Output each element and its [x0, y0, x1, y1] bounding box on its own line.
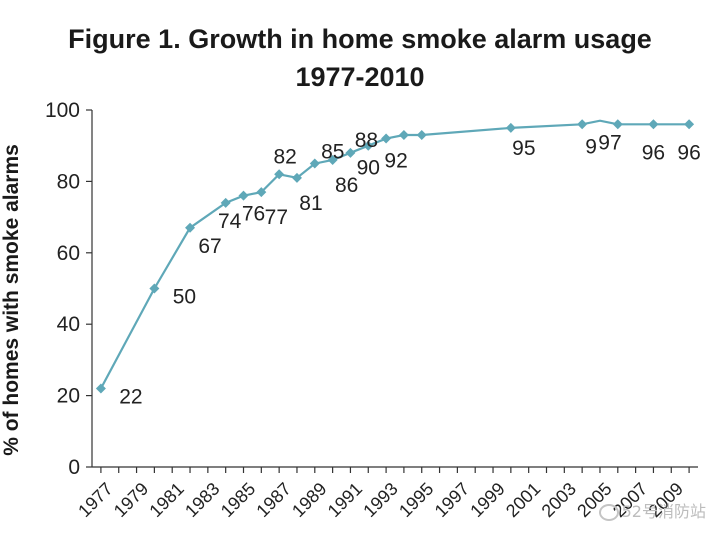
data-label: 74 — [218, 210, 242, 233]
data-label: 92 — [384, 150, 407, 173]
x-tick-label: 1989 — [288, 479, 330, 521]
y-tick-label: 100 — [45, 99, 80, 122]
data-point — [309, 158, 320, 169]
x-tick-label: 2001 — [502, 479, 544, 521]
data-label: 88 — [355, 129, 378, 152]
data-point — [327, 154, 338, 165]
x-tick-label: 1993 — [359, 479, 401, 521]
watermark-text: 52号消防站 — [621, 502, 706, 521]
data-label: 67 — [198, 235, 221, 258]
data-label: 82 — [273, 145, 296, 168]
x-tick-label: 1981 — [145, 479, 187, 521]
data-label: 86 — [335, 174, 358, 197]
data-label: 9 — [585, 135, 597, 158]
data-label: 85 — [321, 141, 344, 164]
data-point — [398, 129, 409, 140]
data-point — [238, 190, 249, 201]
y-tick-label: 60 — [57, 242, 80, 265]
data-point — [274, 169, 285, 180]
x-tick-label: 1977 — [74, 479, 116, 521]
x-tick-label: 1999 — [466, 479, 508, 521]
watermark: 52号消防站 — [598, 498, 706, 522]
data-label: 96 — [677, 141, 700, 164]
y-axis-ticks: 0 20 40 60 80 100 — [45, 99, 92, 479]
data-point — [684, 119, 695, 130]
data-point — [95, 383, 106, 394]
data-label: 97 — [598, 132, 621, 155]
data-point — [381, 133, 392, 144]
data-label: 77 — [265, 206, 288, 229]
data-label: 22 — [119, 385, 142, 408]
data-point — [612, 119, 623, 130]
y-tick-label: 80 — [57, 170, 80, 193]
data-label: 90 — [357, 157, 380, 180]
x-tick-label: 1979 — [110, 479, 152, 521]
data-label: 76 — [242, 203, 265, 226]
chart-subtitle: 1977-2010 — [295, 62, 424, 92]
data-markers — [95, 119, 695, 394]
y-tick-label: 20 — [57, 385, 80, 408]
data-point — [149, 283, 160, 294]
x-tick-label: 1997 — [431, 479, 473, 521]
data-label: 96 — [642, 141, 665, 164]
data-point — [291, 172, 302, 183]
chart-title: Figure 1. Growth in home smoke alarm usa… — [68, 24, 652, 54]
y-tick-label: 0 — [68, 456, 80, 479]
data-point — [505, 122, 516, 133]
data-point — [577, 119, 588, 130]
data-label: 95 — [512, 137, 535, 160]
wechat-icon — [598, 504, 619, 521]
data-point — [363, 140, 374, 151]
x-tick-label: 1987 — [252, 479, 294, 521]
data-point — [256, 187, 267, 198]
y-tick-label: 40 — [57, 313, 80, 336]
y-axis-label: % of homes with smoke alarms — [0, 144, 23, 456]
data-point — [648, 119, 659, 130]
x-tick-label: 1995 — [395, 479, 437, 521]
x-tick-label: 2003 — [538, 479, 580, 521]
x-tick-label: 1985 — [217, 479, 259, 521]
x-tick-label: 1983 — [181, 479, 223, 521]
data-point — [345, 147, 356, 158]
data-point — [220, 197, 231, 208]
data-label: 81 — [299, 192, 322, 215]
data-label: 50 — [173, 286, 196, 309]
data-point — [416, 129, 427, 140]
x-tick-label: 1991 — [324, 479, 366, 521]
data-point — [185, 222, 196, 233]
x-axis-ticks: 1977197919811983198519871989199119931995… — [74, 467, 690, 521]
